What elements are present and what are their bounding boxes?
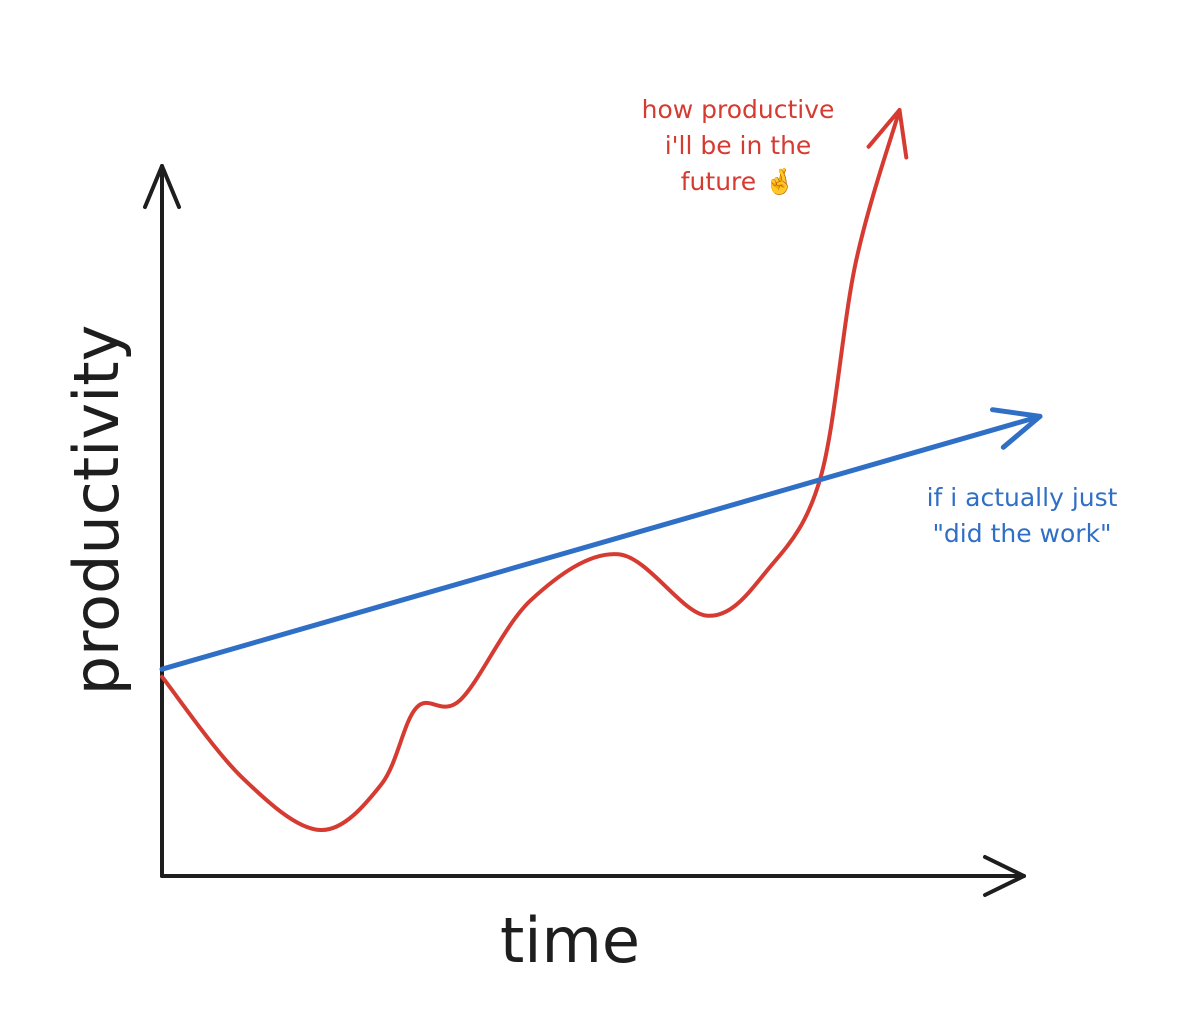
y-axis-label: productivity [60,325,133,696]
annotation-2: if i actually just "did the work" [927,483,1118,548]
annotation-layer: how productive i'll be in the future 🤞 if i… [642,95,1118,548]
annotation-2-line-2: "did the work" [932,519,1111,548]
series-1-line [160,108,902,833]
series-layer [159,108,1043,833]
annotation-1-line-1: how productive [642,95,835,124]
x-axis-arrowhead [983,855,1026,897]
y-axis-arrowhead [143,164,181,209]
annotation-1-line-3: future 🤞 [681,167,795,197]
series-1-arrowhead [866,108,909,160]
series-1 [160,108,909,833]
annotation-1-line-2: i'll be in the [665,131,812,160]
annotation-1: how productive i'll be in the future 🤞 [642,95,835,197]
series-2 [159,407,1043,672]
series-2-line [159,413,1043,672]
y-axis [143,164,181,878]
x-axis [160,855,1026,897]
x-axis-label: time [500,904,640,977]
series-2-arrowhead [990,407,1043,450]
annotation-2-line-1: if i actually just [927,483,1118,512]
